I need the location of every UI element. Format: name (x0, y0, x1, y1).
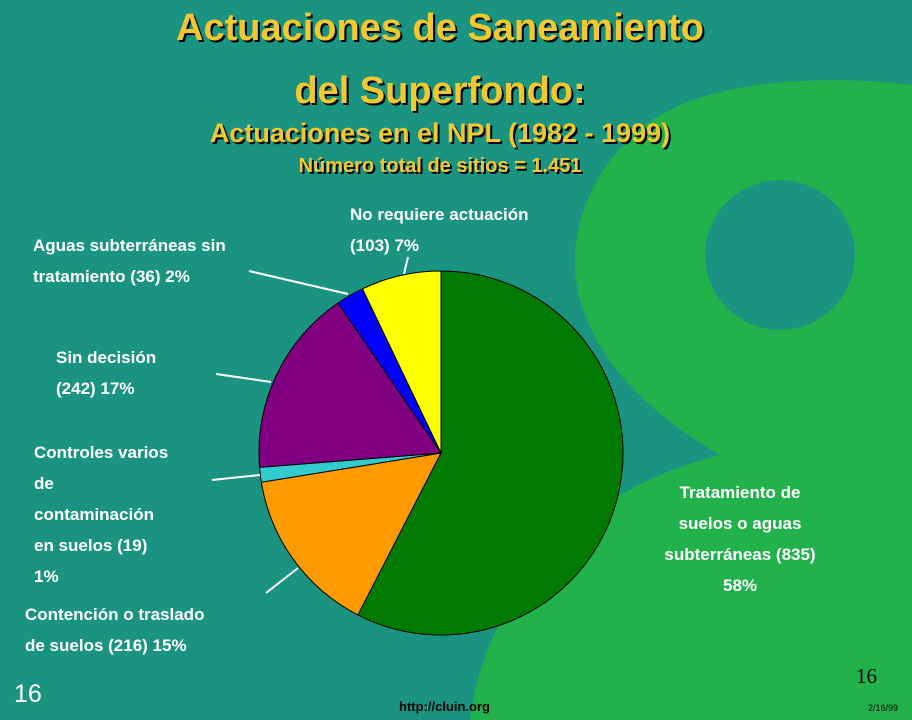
label-undecided: Sin decisión (242) 17% (56, 342, 156, 404)
label-treatment-line-4: 58% (722, 576, 758, 595)
title-line-2: del Superfondo: (294, 70, 586, 112)
slide-number-right: 16 (856, 664, 877, 688)
label-treatment-line-2: suelos o aguas (678, 514, 802, 533)
label-groundwater-line-2: tratamiento (36) 2% (33, 267, 190, 286)
label-controls-line-3: contaminación (34, 505, 154, 524)
label-controls-line-5: 1% (34, 567, 59, 586)
logo-ring-hole (705, 180, 855, 330)
label-groundwater-line-1: Aguas subterráneas sin (33, 236, 226, 255)
leader-line-groundwater (248, 270, 349, 295)
label-controls-line-4: en suelos (19) (34, 536, 148, 555)
label-containment: Contención o traslado de suelos (216) 15… (25, 599, 204, 661)
slide-number-left: 16 (14, 680, 42, 708)
label-treatment-line-1: Tratamiento de (679, 483, 801, 502)
total-sites-line: Número total de sitios = 1.451 (298, 155, 582, 177)
label-treatment-line-3: subterráneas (835) (664, 545, 816, 564)
pie-slice-undecided (258, 302, 442, 468)
title-line-1: Actuaciones de Saneamiento (176, 7, 704, 49)
pie-slice-treatment (357, 270, 624, 636)
subtitle: Actuaciones en el NPL (1982 - 1999) (209, 118, 671, 148)
label-undecided-line-2: (242) 17% (56, 379, 135, 398)
footer-date: 2/16/99 (868, 703, 899, 713)
label-controls-line-1: Controles varios (34, 443, 169, 462)
footer-url: http://cluin.org (399, 699, 490, 714)
label-no-action-line-1: No requiere actuación (350, 205, 529, 224)
leader-line-containment (265, 567, 299, 594)
leader-line-undecided (215, 373, 272, 383)
pie-slice-no-action (361, 270, 442, 454)
label-controls-line-2: de (34, 474, 54, 493)
leader-line-controls (211, 474, 261, 481)
label-treatment: Tratamiento de suelos o aguas subterráne… (620, 477, 860, 601)
label-controls: Controles varios de contaminación en sue… (34, 437, 168, 592)
pie-slice-containment (260, 452, 442, 616)
label-containment-line-2: de suelos (216) 15% (25, 636, 187, 655)
label-no-action: No requiere actuación (103) 7% (350, 199, 529, 261)
label-no-action-line-2: (103) 7% (350, 236, 419, 255)
label-undecided-line-1: Sin decisión (56, 348, 157, 367)
label-groundwater: Aguas subterráneas sin tratamiento (36) … (33, 230, 226, 292)
label-containment-line-1: Contención o traslado (25, 605, 205, 624)
logo-lower-shape (800, 360, 912, 540)
leader-line-no-action (403, 256, 409, 275)
